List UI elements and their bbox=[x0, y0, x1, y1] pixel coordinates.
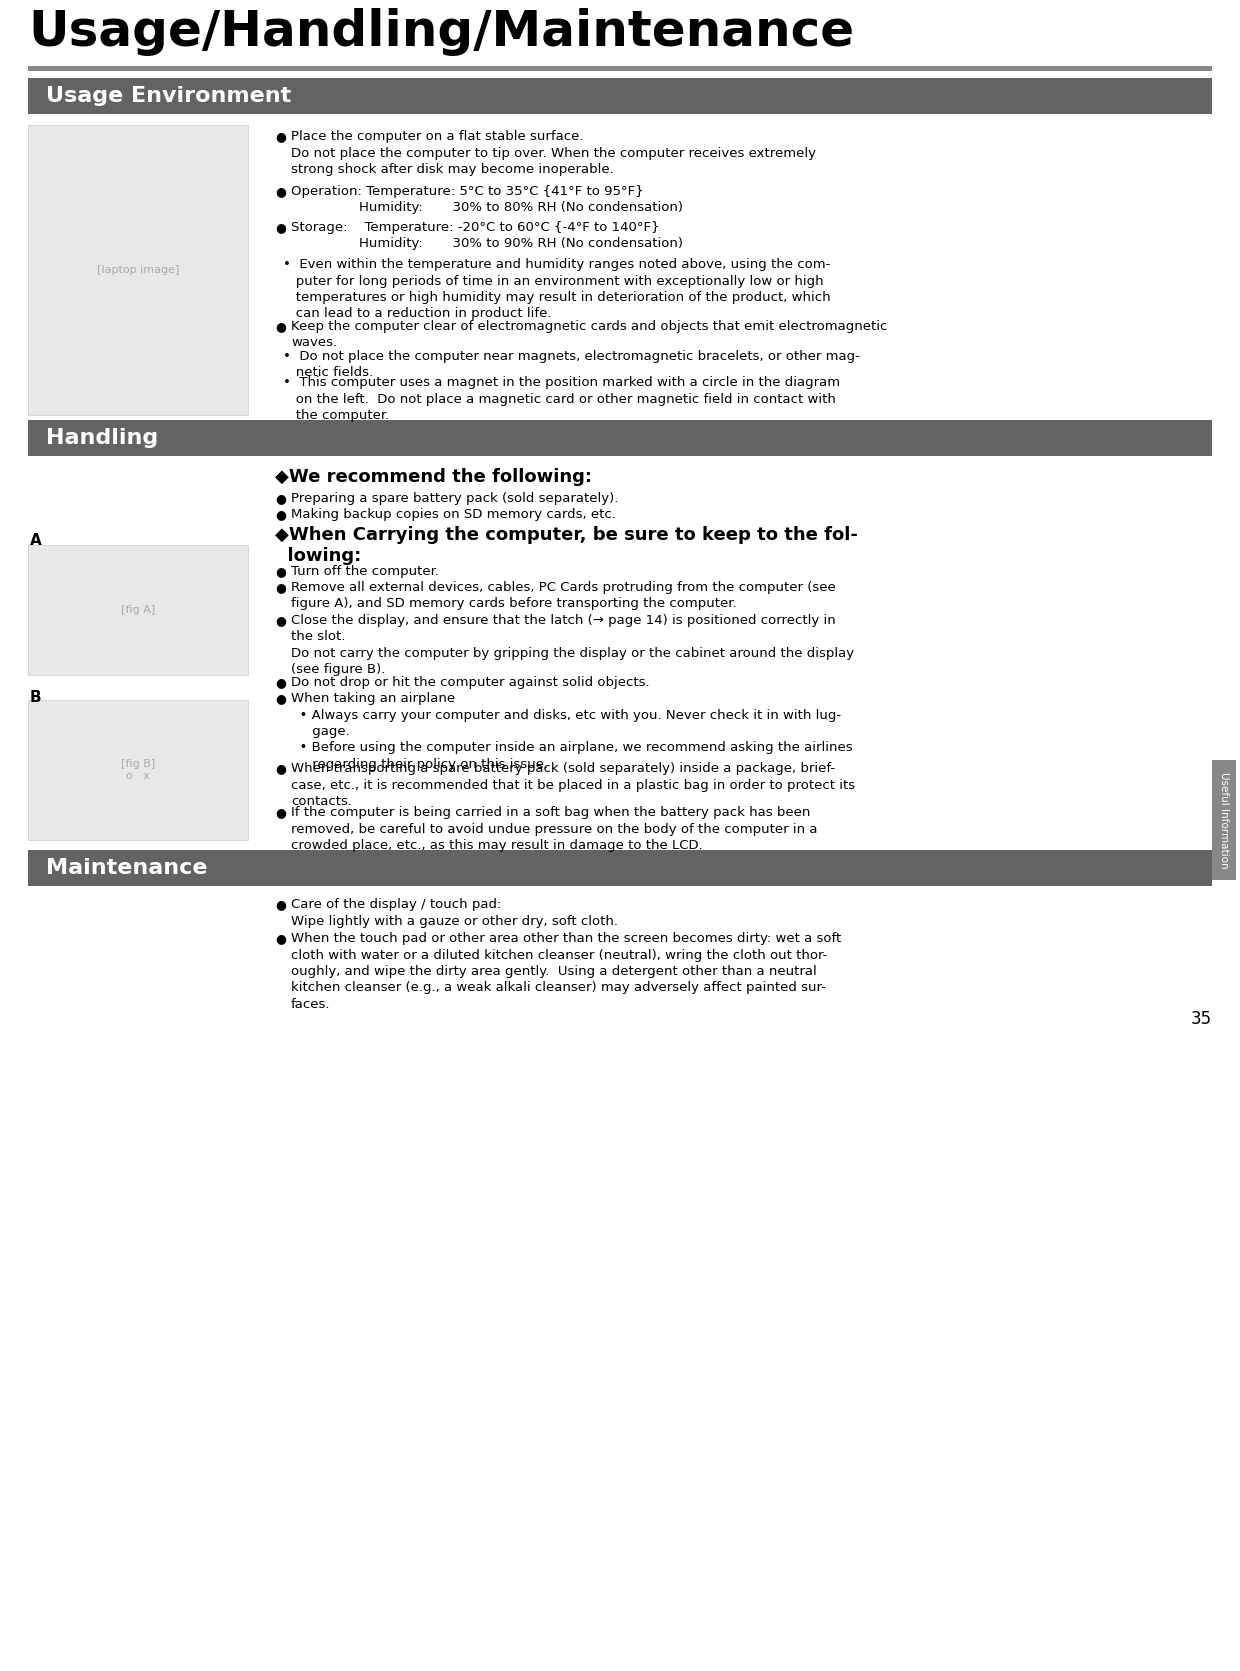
Text: If the computer is being carried in a soft bag when the battery pack has been
re: If the computer is being carried in a so… bbox=[291, 805, 817, 852]
Text: Usage Environment: Usage Environment bbox=[46, 85, 291, 105]
Text: ●: ● bbox=[275, 130, 286, 144]
Text: Maintenance: Maintenance bbox=[46, 857, 207, 877]
Text: ●: ● bbox=[275, 508, 286, 521]
Text: •  This computer uses a magnet in the position marked with a circle in the diagr: • This computer uses a magnet in the pos… bbox=[283, 376, 841, 423]
Text: ●: ● bbox=[275, 221, 286, 234]
Text: •  Even within the temperature and humidity ranges noted above, using the com-
 : • Even within the temperature and humidi… bbox=[283, 257, 831, 321]
Text: When the touch pad or other area other than the screen becomes dirty: wet a soft: When the touch pad or other area other t… bbox=[291, 932, 841, 1011]
Text: A: A bbox=[30, 533, 42, 548]
Text: Handling: Handling bbox=[46, 428, 159, 448]
Text: ◆We recommend the following:: ◆We recommend the following: bbox=[275, 468, 591, 486]
Text: ◆When Carrying the computer, be sure to keep to the fol-
  lowing:: ◆When Carrying the computer, be sure to … bbox=[275, 526, 858, 565]
Text: •  Do not place the computer near magnets, electromagnetic bracelets, or other m: • Do not place the computer near magnets… bbox=[283, 349, 859, 379]
Bar bbox=[29, 700, 248, 841]
Text: [fig B]
o   x: [fig B] o x bbox=[120, 759, 155, 780]
Text: ●: ● bbox=[275, 762, 286, 775]
Text: ●: ● bbox=[275, 897, 286, 911]
Text: B: B bbox=[30, 690, 42, 705]
Text: ●: ● bbox=[275, 805, 286, 819]
Text: Close the display, and ensure that the latch (→ page 14) is positioned correctly: Close the display, and ensure that the l… bbox=[291, 613, 854, 677]
Text: 35: 35 bbox=[1190, 1009, 1211, 1028]
Text: ●: ● bbox=[275, 185, 286, 197]
Text: ●: ● bbox=[275, 677, 286, 688]
Bar bbox=[29, 851, 1211, 886]
Text: Do not drop or hit the computer against solid objects.: Do not drop or hit the computer against … bbox=[291, 677, 650, 688]
Text: ●: ● bbox=[275, 613, 286, 627]
Text: ●: ● bbox=[275, 491, 286, 505]
Text: Preparing a spare battery pack (sold separately).: Preparing a spare battery pack (sold sep… bbox=[291, 491, 619, 505]
Bar bbox=[29, 125, 248, 414]
Text: Storage:    Temperature: -20°C to 60°C {-4°F to 140°F}
                Humidity:: Storage: Temperature: -20°C to 60°C {-4°… bbox=[291, 221, 683, 251]
Text: [fig A]: [fig A] bbox=[120, 605, 155, 615]
Text: Turn off the computer.: Turn off the computer. bbox=[291, 565, 439, 578]
Text: Operation: Temperature: 5°C to 35°C {41°F to 95°F}
                Humidity:    : Operation: Temperature: 5°C to 35°C {41°… bbox=[291, 185, 683, 214]
Bar bbox=[29, 545, 248, 675]
Bar bbox=[29, 419, 1211, 456]
Text: [laptop image]: [laptop image] bbox=[97, 266, 180, 276]
Text: Remove all external devices, cables, PC Cards protruding from the computer (see
: Remove all external devices, cables, PC … bbox=[291, 582, 836, 610]
Text: Making backup copies on SD memory cards, etc.: Making backup copies on SD memory cards,… bbox=[291, 508, 616, 521]
Text: ●: ● bbox=[275, 321, 286, 333]
Text: Useful Information: Useful Information bbox=[1219, 772, 1229, 869]
Text: When transporting a spare battery pack (sold separately) inside a package, brief: When transporting a spare battery pack (… bbox=[291, 762, 856, 809]
Bar bbox=[29, 79, 1211, 114]
Text: When taking an airplane
  • Always carry your computer and disks, etc with you. : When taking an airplane • Always carry y… bbox=[291, 692, 853, 770]
Text: Place the computer on a flat stable surface.
Do not place the computer to tip ov: Place the computer on a flat stable surf… bbox=[291, 130, 816, 175]
Text: Keep the computer clear of electromagnetic cards and objects that emit electroma: Keep the computer clear of electromagnet… bbox=[291, 321, 888, 349]
Bar bbox=[29, 65, 1211, 70]
Text: Usage/Handling/Maintenance: Usage/Handling/Maintenance bbox=[29, 8, 854, 57]
Text: ●: ● bbox=[275, 582, 286, 593]
Text: ●: ● bbox=[275, 692, 286, 705]
Bar bbox=[1211, 760, 1236, 881]
Text: ●: ● bbox=[275, 932, 286, 946]
Text: Care of the display / touch pad:
Wipe lightly with a gauze or other dry, soft cl: Care of the display / touch pad: Wipe li… bbox=[291, 897, 618, 927]
Text: ●: ● bbox=[275, 565, 286, 578]
